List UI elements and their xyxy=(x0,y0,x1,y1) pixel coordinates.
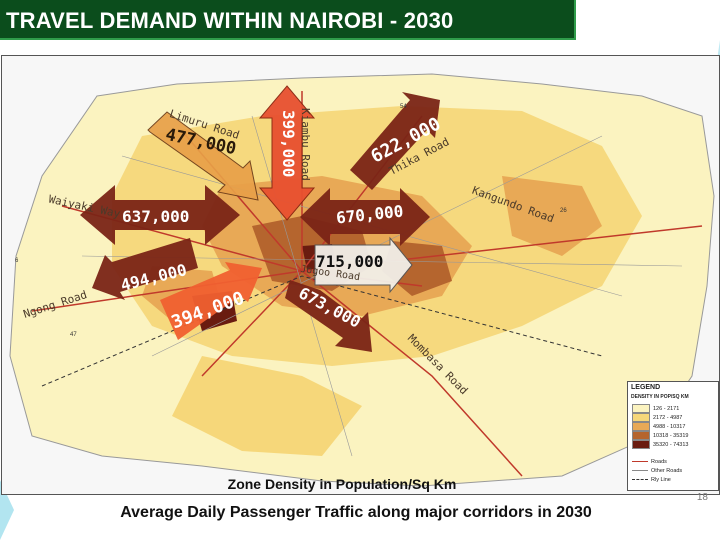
legend-line-roads: Roads xyxy=(632,458,667,466)
title-bar: TRAVEL DEMAND WITHIN NAIROBI - 2030 xyxy=(0,0,576,40)
legend-line-other-roads: Other Roads xyxy=(632,467,682,475)
slide-number: 18 xyxy=(696,492,708,503)
legend-swatch xyxy=(632,431,650,440)
decorative-accent-left xyxy=(0,480,14,540)
legend-swatch xyxy=(632,422,650,431)
legend-line-rly: Rly Line xyxy=(632,476,671,484)
slide-title: TRAVEL DEMAND WITHIN NAIROBI - 2030 xyxy=(6,8,454,33)
road-label-kiambu: Kiambu Road xyxy=(299,108,312,181)
legend-swatch xyxy=(632,404,650,413)
legend-subtitle: DENSITY IN POP/SQ KM xyxy=(631,394,689,400)
legend-title: LEGEND xyxy=(631,384,661,391)
map-legend: LEGEND DENSITY IN POP/SQ KM 126 - 2171 2… xyxy=(627,381,719,491)
legend-bin: 2172 - 4987 xyxy=(632,413,682,422)
legend-bin: 35320 - 74313 xyxy=(632,440,688,449)
map-canvas xyxy=(9,73,715,487)
legend-bin: 10318 - 35319 xyxy=(632,431,688,440)
slide-caption: Average Daily Passenger Traffic along ma… xyxy=(120,504,592,521)
density-map: Zone Density in Population/Sq Km xyxy=(1,55,720,495)
flow-value-jogoo: 715,000 xyxy=(316,252,384,271)
legend-bin: 4988 - 10317 xyxy=(632,422,685,431)
legend-bin: 126 - 2171 xyxy=(632,404,679,413)
legend-swatch xyxy=(632,440,650,449)
legend-swatch xyxy=(632,413,650,422)
map-caption: Zone Density in Population/Sq Km xyxy=(227,476,457,492)
flow-value-waiyaki: 637,000 xyxy=(122,207,190,226)
flow-value-kiambu: 399,000 xyxy=(279,110,298,178)
